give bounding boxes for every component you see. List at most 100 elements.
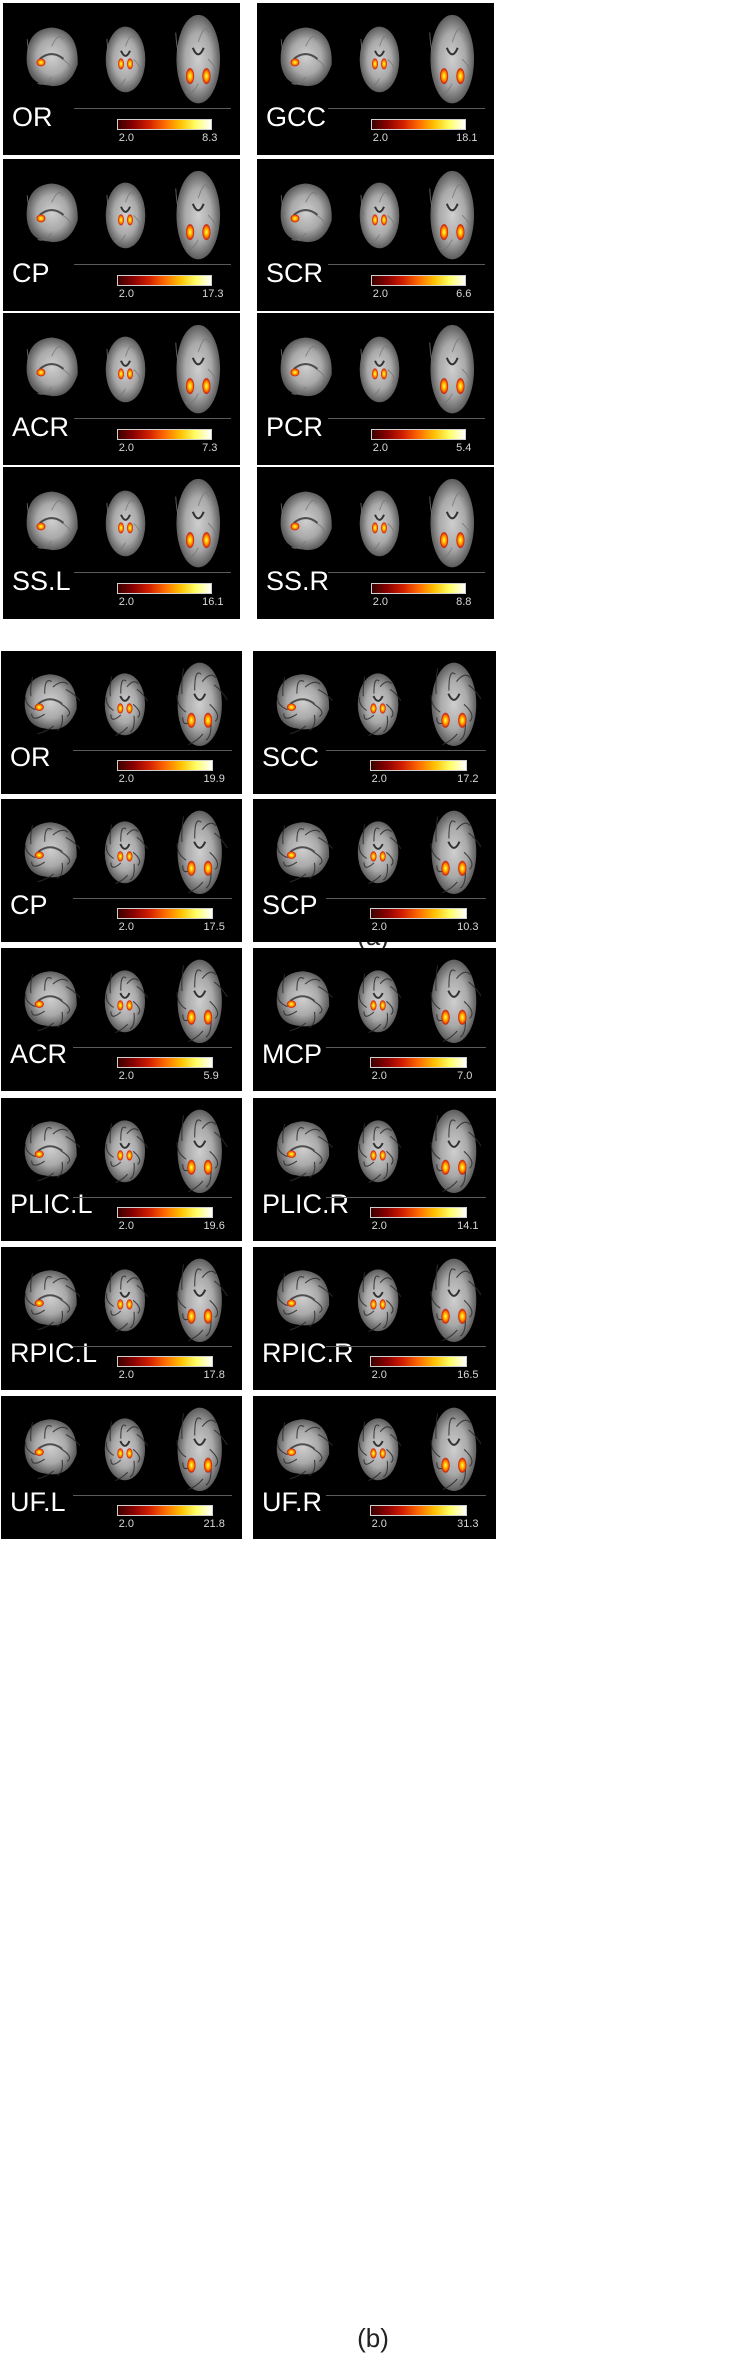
axial-slice <box>426 808 482 902</box>
coronal-slice <box>103 487 148 565</box>
axial-slice <box>426 1256 482 1350</box>
colorbar-max: 14.1 <box>457 1219 479 1232</box>
sagittal-slice <box>272 1267 334 1338</box>
brain-outline <box>357 1418 399 1480</box>
activation-blob <box>126 999 133 1011</box>
tract-label: UF.L <box>10 1487 66 1518</box>
sagittal-slice <box>272 671 334 742</box>
colorbar <box>369 1056 467 1068</box>
activation-blob <box>456 531 466 549</box>
activation-blob <box>203 711 213 728</box>
brain-outline <box>104 970 146 1032</box>
colorbar <box>116 274 212 286</box>
colorbar-min: 2.0 <box>118 1517 134 1530</box>
sagittal-slice <box>20 671 81 742</box>
brain-outline <box>277 1270 330 1326</box>
tract-label: SCP <box>262 890 318 921</box>
colorbar-min: 2.0 <box>371 1069 387 1082</box>
colorbar-max: 6.6 <box>456 287 472 300</box>
activation-blob <box>202 67 212 85</box>
colorbar-min: 2.0 <box>371 1219 387 1232</box>
separator-line <box>328 571 485 573</box>
separator-line <box>73 1345 233 1347</box>
activation-blob <box>117 213 124 226</box>
brain-panel: PLIC.L 2.0 19.6 <box>1 1098 242 1241</box>
coronal-slice <box>102 1415 149 1489</box>
activation-blob <box>439 223 449 241</box>
colorbar-max: 19.9 <box>203 772 225 785</box>
activation-blob <box>126 521 133 534</box>
brain-outline <box>24 1270 77 1326</box>
coronal-slice <box>357 179 402 257</box>
brain-outline <box>431 1407 476 1491</box>
activation-blob <box>456 377 466 395</box>
activation-blob <box>203 859 213 876</box>
colorbar-max: 19.6 <box>203 1219 225 1232</box>
brain-panel: RPIC.L 2.0 17.8 <box>1 1247 242 1390</box>
tract-label: SS.R <box>266 565 330 596</box>
activation-blob <box>371 521 378 534</box>
colorbar <box>116 1206 214 1218</box>
brain-outline <box>430 170 475 260</box>
activation-blob <box>34 1448 45 1457</box>
axial-slice <box>172 660 228 754</box>
colorbar-min: 2.0 <box>371 1368 387 1381</box>
activation-blob <box>370 1298 377 1310</box>
activation-blob <box>457 1456 467 1473</box>
activation-blob <box>117 1149 124 1161</box>
axial-slice <box>172 808 228 902</box>
tract-label: CP <box>10 890 48 921</box>
activation-blob <box>439 67 449 85</box>
tract-label: CP <box>12 257 50 288</box>
activation-blob <box>287 1299 297 1308</box>
brain-outline <box>105 182 145 249</box>
activation-blob <box>187 711 196 728</box>
activation-blob <box>287 703 297 712</box>
colorbar-max: 17.8 <box>203 1368 225 1381</box>
colorbar <box>369 907 467 919</box>
brain-outline <box>177 1407 222 1491</box>
activation-blob <box>117 57 124 70</box>
activation-blob <box>440 1158 450 1175</box>
brain-outline <box>24 1419 77 1475</box>
axial-slice <box>171 322 226 421</box>
brain-outline <box>430 478 475 568</box>
activation-blob <box>290 368 300 377</box>
tract-label: RPIC.R <box>262 1338 354 1369</box>
coronal-slice <box>102 1117 149 1191</box>
sagittal-slice <box>20 819 81 890</box>
brain-outline <box>357 673 399 735</box>
activation-blob <box>126 213 133 226</box>
activation-blob <box>379 850 386 862</box>
activation-blob <box>457 859 467 876</box>
activation-blob <box>126 1447 133 1459</box>
activation-blob <box>187 1456 196 1473</box>
colorbar <box>116 1056 214 1068</box>
brain-outline <box>26 337 78 397</box>
activation-blob <box>439 531 449 549</box>
colorbar-max: 17.5 <box>203 920 225 933</box>
activation-blob <box>202 377 212 395</box>
activation-blob <box>36 522 46 531</box>
colorbar <box>370 118 466 130</box>
activation-blob <box>287 1150 297 1159</box>
brain-outline <box>277 1419 330 1475</box>
activation-blob <box>185 377 195 395</box>
brain-outline <box>280 27 332 87</box>
separator-line <box>73 1196 233 1198</box>
coronal-slice <box>102 1266 149 1340</box>
brain-outline <box>280 337 332 397</box>
brain-panel: OR 2.0 8.3 <box>3 3 240 155</box>
activation-blob <box>457 1008 467 1025</box>
activation-blob <box>126 1298 133 1310</box>
brain-panel: SS.L 2.0 16.1 <box>3 467 240 619</box>
coronal-slice <box>355 670 402 744</box>
activation-blob <box>187 859 196 876</box>
separator-line <box>73 1494 233 1496</box>
sagittal-slice <box>272 819 334 890</box>
activation-blob <box>34 1299 45 1308</box>
colorbar <box>116 1504 214 1516</box>
colorbar-min: 2.0 <box>118 441 135 454</box>
activation-blob <box>379 702 386 714</box>
sagittal-slice <box>276 488 335 563</box>
